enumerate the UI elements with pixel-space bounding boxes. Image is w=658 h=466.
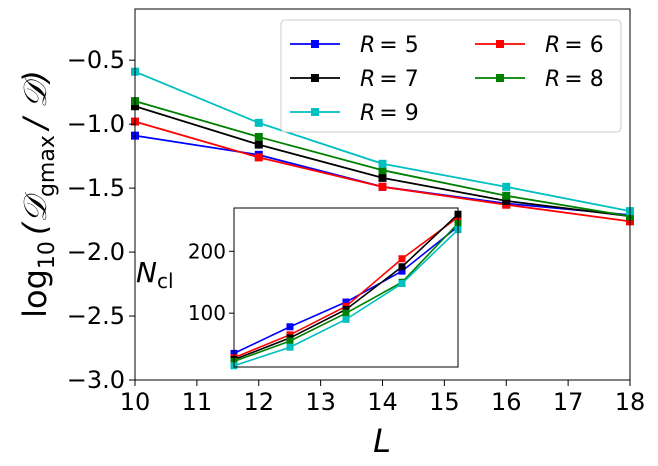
main-y-ticks: −3.0 −2.5 −2.0 −1.5 −1.0 −0.5 [67,46,135,394]
inset-series-point [342,305,350,313]
main-series-point [502,196,511,205]
legend-entry: R = 6 [475,33,604,58]
x-tick-label: 10 [120,388,151,416]
y-label-ratio-subscript: gmax [35,135,60,197]
legend-entry: R = 7 [290,67,419,92]
legend-box [280,19,622,133]
inset-plot-area [234,208,458,367]
y-tick-label: −0.5 [67,46,125,74]
svg-text:log10(𝒟gmax/ 𝒟): log10 (𝒟gmax / 𝒟) [16,70,60,318]
inset-y-tick-label: 100 [188,301,226,325]
legend-label: R = 5 [360,33,419,58]
y-label-ratio-numerator: (𝒟 [16,192,54,235]
x-tick-label: 14 [367,388,398,416]
inset-series-point [342,315,350,323]
inset-series-point [398,255,406,263]
legend-entry: R = 5 [290,33,419,58]
legend-swatch-marker [311,108,319,116]
inset-series-point [398,279,406,287]
y-label-log: log [16,269,54,318]
x-tick-label: 17 [553,388,584,416]
inset-series-point [342,298,350,306]
legend-swatch-marker [496,40,504,48]
x-tick-label: 12 [243,388,274,416]
inset-y-ticks: 100 200 [188,239,234,325]
main-series-point [502,191,511,200]
legend-label: R = 9 [360,101,419,126]
legend-entry: R = 9 [290,101,419,126]
main-series-point [254,118,263,127]
main-series-point [254,153,263,162]
x-tick-label: 15 [429,388,460,416]
x-axis-label: L [373,422,391,460]
inset-series-point [398,263,406,271]
inset-series-point [286,323,294,331]
main-series-point [378,182,387,191]
main-series-point [378,166,387,175]
y-label-log-base: 10 [35,241,60,269]
x-tick-label: 18 [615,388,646,416]
inset-series-point [286,343,294,351]
inset-axes-frame [233,207,459,368]
main-series-point [502,182,511,191]
inset-series-point [342,309,350,317]
legend-label: R = 6 [545,33,604,58]
legend-swatch-marker [311,40,319,48]
y-tick-label: −2.0 [67,238,125,266]
y-tick-label: −3.0 [67,366,125,394]
x-tick-label: 13 [305,388,336,416]
y-tick-label: −1.0 [67,110,125,138]
y-tick-label: −1.5 [67,174,125,202]
main-x-ticks: 10 11 12 13 14 15 16 17 18 [120,380,646,416]
inset-y-axis-label: Ncl [136,256,174,293]
legend-swatch-marker [496,74,504,82]
y-tick-label: −2.5 [67,302,125,330]
y-axis-label: log10 (𝒟gmax / 𝒟) [16,70,60,318]
main-series-point [378,159,387,168]
y-label-ratio-denominator: / 𝒟) [16,70,54,132]
main-series-point [254,140,263,149]
inset-y-tick-label: 200 [188,239,226,263]
legend-entry: R = 8 [475,67,604,92]
main-series-point [254,132,263,141]
x-tick-label: 16 [491,388,522,416]
inset-series-point [286,337,294,345]
inset-series-point [398,267,406,275]
x-tick-label: 11 [182,388,213,416]
legend-label: R = 7 [360,67,419,92]
main-series-point [378,173,387,182]
legend-swatch-marker [311,74,319,82]
legend: R = 5 R = 7 R = 9 R = 6 R = 8 [280,19,622,133]
legend-label: R = 8 [545,67,604,92]
